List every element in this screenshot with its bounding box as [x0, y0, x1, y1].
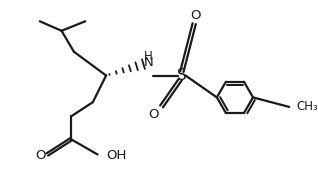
- Text: CH₃: CH₃: [297, 100, 318, 113]
- Text: O: O: [148, 108, 158, 121]
- Text: S: S: [177, 68, 187, 83]
- Text: O: O: [36, 149, 46, 162]
- Text: H: H: [144, 50, 153, 63]
- Text: O: O: [190, 9, 201, 22]
- Text: N: N: [143, 56, 153, 69]
- Text: OH: OH: [106, 149, 126, 162]
